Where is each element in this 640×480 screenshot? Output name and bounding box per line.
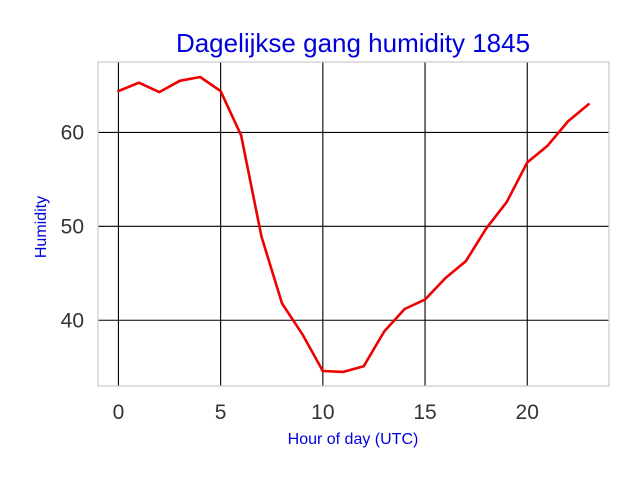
- chart-title: Dagelijkse gang humidity 1845: [176, 28, 530, 58]
- grid: [98, 62, 609, 386]
- x-tick-label: 0: [113, 401, 125, 424]
- humidity-series-line: [117, 75, 590, 374]
- y-tick-label: 40: [61, 309, 84, 332]
- x-tick-label: 5: [215, 401, 227, 424]
- x-tick-label: 10: [311, 401, 334, 424]
- x-axis-label: Hour of day (UTC): [288, 431, 419, 448]
- plot-frame: [97, 61, 610, 387]
- x-tick-label: 20: [516, 401, 539, 424]
- y-tick-label: 60: [61, 121, 84, 144]
- series-layer: [117, 75, 590, 374]
- tick-labels: 0 5 10 15 20 40 50 60: [61, 121, 539, 424]
- y-tick-label: 50: [61, 215, 84, 238]
- y-axis-label: Humidity: [33, 196, 50, 258]
- x-tick-label: 15: [413, 401, 436, 424]
